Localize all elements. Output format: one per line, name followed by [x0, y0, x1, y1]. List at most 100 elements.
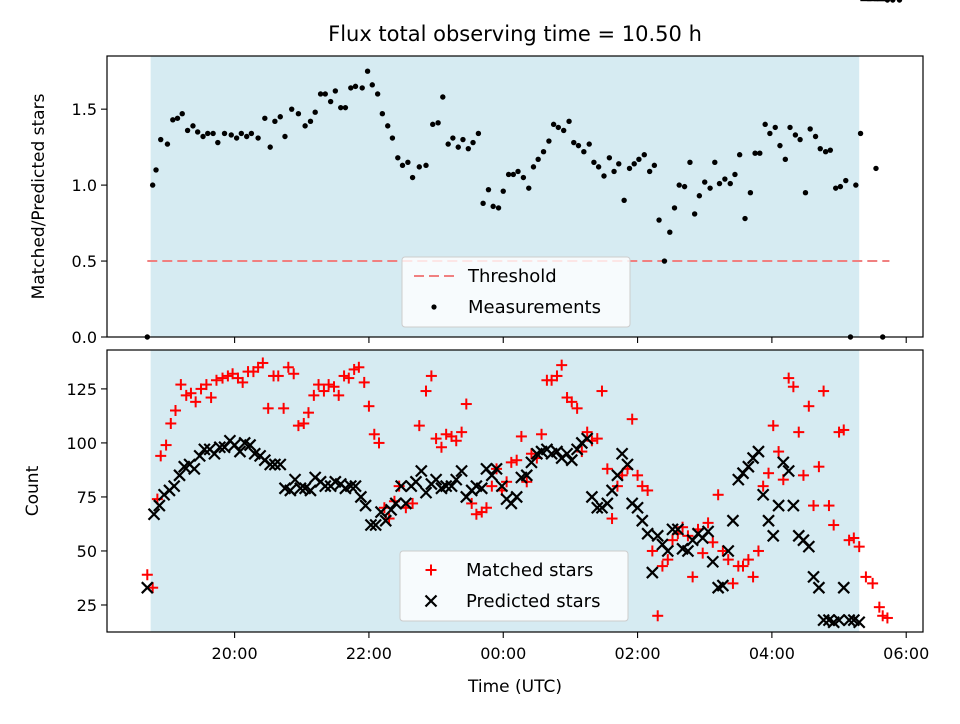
measurement-point — [174, 115, 181, 121]
matched-star-point — [141, 569, 153, 581]
count-legend-box — [399, 550, 629, 622]
matched-star-point — [763, 467, 775, 479]
measurement-point — [696, 193, 703, 199]
predicted-star-point — [772, 499, 785, 512]
measurement-point — [228, 132, 234, 138]
ratio-y-axis-label: Matched/Predicted stars — [29, 93, 49, 299]
predicted-star-point — [601, 497, 614, 510]
matched-star-point — [456, 426, 468, 438]
x-tick-label: 06:00 — [883, 644, 929, 663]
predicted-star-point — [621, 458, 634, 471]
measurement-point — [352, 83, 359, 90]
predicted-star-point — [837, 581, 851, 594]
matched-star-point — [292, 420, 304, 432]
measurement-point — [742, 215, 748, 222]
predicted-star-point — [787, 499, 800, 512]
measurement-point — [667, 229, 673, 235]
matched-star-point — [860, 571, 872, 583]
measurement-point — [364, 68, 371, 74]
measurement-point — [317, 91, 324, 97]
measurement-point — [359, 85, 365, 91]
measurement-point — [262, 115, 268, 121]
matched-star-point — [205, 392, 217, 404]
predicted-star-point — [762, 514, 775, 527]
predicted-star-point — [817, 613, 830, 627]
matched-star-point — [632, 469, 644, 481]
predicted-star-point — [409, 475, 423, 489]
measurement-point — [238, 130, 245, 137]
measurement-point — [505, 171, 512, 178]
measurement-point — [302, 123, 308, 129]
count-panel-frame — [106, 349, 924, 633]
matched-star-point — [200, 379, 212, 391]
matched-star-point — [288, 368, 300, 380]
legend-matched-label: Matched stars — [466, 560, 593, 581]
matched-star-point — [646, 545, 658, 557]
measurement-point — [712, 159, 718, 166]
measurement-point — [190, 123, 196, 129]
predicted-star-point — [198, 443, 211, 456]
matched-star-point — [652, 610, 664, 622]
predicted-star-point — [167, 479, 181, 493]
measurement-point — [762, 121, 768, 128]
matched-star-point — [217, 372, 229, 384]
predicted-star-point — [141, 581, 154, 594]
measurement-point — [277, 114, 283, 120]
matched-star-point — [566, 396, 578, 408]
predicted-star-point — [570, 443, 584, 456]
measurement-point — [389, 135, 396, 141]
predicted-star-point — [520, 469, 534, 482]
measurement-point — [475, 130, 482, 137]
predicted-star-point — [188, 462, 201, 476]
ratio-legend: Threshold Measurements — [401, 256, 631, 328]
measurement-point — [767, 130, 773, 137]
predicted-stars-points — [141, 0, 889, 629]
predicted-star-point — [550, 445, 564, 458]
measurement-point — [348, 85, 354, 91]
measurement-point — [702, 179, 708, 185]
matched-star-point — [466, 497, 478, 509]
measurement-point — [687, 159, 693, 166]
count-y-axis-label: Count — [23, 465, 43, 516]
measurement-point — [651, 162, 658, 169]
predicted-star-point — [495, 479, 509, 493]
measurement-point — [164, 141, 171, 147]
predicted-star-point — [742, 460, 755, 473]
measurement-points — [144, 0, 903, 340]
measurement-point — [210, 130, 216, 137]
measurement-point — [409, 174, 416, 181]
matched-star-point — [596, 385, 608, 397]
predicted-star-point — [243, 438, 257, 452]
predicted-star-point — [384, 503, 398, 517]
matched-star-point — [803, 400, 815, 412]
matched-star-point — [505, 456, 517, 468]
measurement-point — [757, 150, 763, 156]
measurement-point — [621, 197, 627, 203]
measurement-point — [853, 182, 859, 188]
predicted-star-point — [415, 464, 428, 478]
matched-star-point — [642, 484, 654, 496]
predicted-star-point — [706, 555, 720, 569]
matched-star-point — [257, 357, 269, 369]
matched-star-point — [298, 417, 310, 429]
matched-star-point — [551, 370, 563, 382]
measurement-point — [435, 120, 441, 126]
predicted-star-point — [147, 507, 161, 521]
measurement-point — [416, 164, 422, 170]
matched-star-point — [813, 461, 825, 473]
matched-star-point — [606, 513, 618, 525]
predicted-star-point — [852, 615, 866, 629]
matched-star-point — [656, 560, 668, 572]
measurement-point — [233, 135, 240, 141]
predicted-star-point — [777, 456, 790, 469]
matched-star-point — [601, 463, 613, 475]
measurement-point — [772, 124, 778, 131]
measurement-point — [560, 127, 567, 134]
count-legend: Matched stars Predicted stars — [399, 550, 629, 622]
predicted-star-point — [389, 497, 403, 510]
measurement-point — [671, 205, 678, 211]
matched-star-point — [843, 534, 855, 546]
measurement-point — [445, 141, 451, 147]
predicted-star-point — [611, 469, 624, 482]
predicted-star-point — [318, 479, 332, 493]
